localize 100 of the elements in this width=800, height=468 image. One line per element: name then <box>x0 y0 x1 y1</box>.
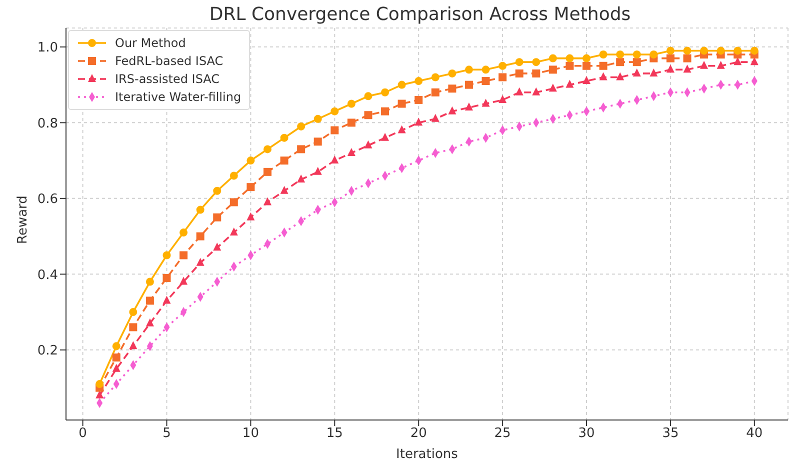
point <box>280 134 288 142</box>
point <box>515 58 524 66</box>
y-tick-label: 0.6 <box>37 192 58 208</box>
point <box>414 118 423 126</box>
point <box>330 107 339 116</box>
point <box>750 46 758 55</box>
x-tick-label: 40 <box>746 426 763 442</box>
point <box>297 174 306 182</box>
point <box>498 94 507 103</box>
y-tick-label: 0.4 <box>37 268 58 283</box>
point <box>280 186 288 194</box>
point <box>448 69 456 78</box>
point <box>582 62 591 70</box>
point <box>364 140 372 148</box>
point <box>431 73 440 82</box>
point <box>464 80 473 89</box>
point <box>162 251 171 260</box>
point <box>129 323 138 332</box>
point <box>213 186 222 195</box>
point <box>297 145 306 154</box>
point <box>616 58 624 66</box>
point <box>498 73 507 82</box>
point <box>263 145 272 154</box>
point <box>582 76 591 84</box>
point <box>314 138 322 146</box>
point <box>666 46 674 55</box>
point <box>515 69 524 78</box>
point <box>414 96 423 104</box>
point <box>683 54 692 62</box>
point <box>532 58 540 66</box>
point <box>162 274 171 282</box>
point <box>314 166 322 175</box>
point <box>347 118 356 127</box>
point <box>364 92 372 100</box>
point <box>482 77 490 86</box>
point <box>364 111 372 120</box>
point <box>146 318 154 326</box>
point <box>632 50 641 59</box>
point <box>297 122 306 130</box>
point <box>213 213 222 222</box>
y-tick-label: 0.8 <box>37 116 58 132</box>
point <box>566 54 574 62</box>
point <box>347 148 356 156</box>
point <box>566 80 574 88</box>
legend-label: Our Method <box>115 35 186 52</box>
legend-label: IRS-assisted ISAC <box>115 71 220 88</box>
point <box>532 87 540 96</box>
x-tick-label: 25 <box>494 426 511 442</box>
point <box>146 296 154 305</box>
point <box>548 84 557 92</box>
point <box>498 62 507 70</box>
point <box>230 228 238 236</box>
x-tick-label: 30 <box>578 426 595 442</box>
point <box>246 183 255 192</box>
chart-title: DRL Convergence Comparison Across Methods <box>208 4 632 26</box>
point <box>666 54 674 62</box>
point <box>196 232 204 240</box>
point <box>263 197 272 206</box>
point <box>246 212 255 220</box>
point <box>582 54 591 62</box>
point <box>180 228 188 237</box>
point <box>700 60 708 69</box>
point <box>96 380 104 388</box>
point <box>482 98 490 107</box>
point <box>700 46 708 55</box>
point <box>548 66 557 74</box>
point <box>599 62 608 70</box>
point <box>112 342 120 350</box>
point <box>230 198 238 206</box>
point <box>381 107 390 116</box>
x-tick-label: 35 <box>662 426 679 442</box>
x-tick-label: 0 <box>78 426 87 442</box>
point <box>180 276 188 285</box>
point <box>683 46 692 55</box>
point <box>129 308 138 316</box>
point <box>716 46 725 55</box>
point <box>129 341 138 350</box>
point <box>650 68 658 76</box>
point <box>246 156 255 165</box>
point <box>196 206 204 214</box>
y-tick-label: 0.2 <box>37 344 58 359</box>
point <box>448 106 456 114</box>
point <box>347 100 356 108</box>
point <box>263 168 272 176</box>
point <box>666 64 674 73</box>
legend-label: Iterative Water-filling <box>115 89 242 106</box>
point <box>330 156 339 164</box>
point <box>683 64 692 73</box>
point <box>464 102 473 111</box>
point <box>616 50 624 59</box>
point <box>112 364 120 372</box>
point <box>616 72 624 80</box>
point <box>398 100 406 108</box>
x-axis-title: Iterations <box>396 447 458 462</box>
point <box>515 87 524 96</box>
point <box>381 132 390 141</box>
point <box>548 54 557 62</box>
x-tick-label: 20 <box>410 426 427 442</box>
point <box>482 66 490 74</box>
point <box>632 68 641 76</box>
